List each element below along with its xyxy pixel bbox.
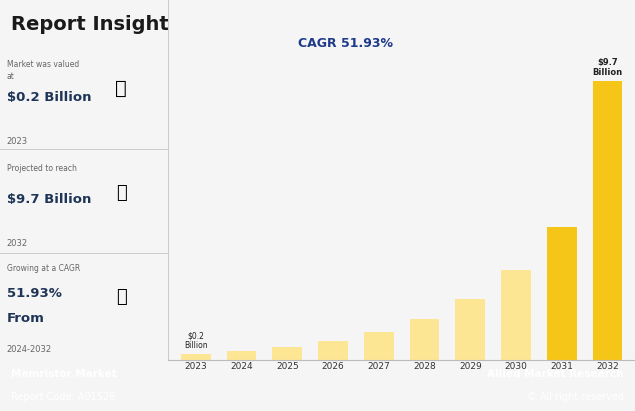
- Text: © All right reserved: © All right reserved: [526, 392, 624, 402]
- Text: 2023: 2023: [7, 137, 28, 146]
- Text: 💎: 💎: [116, 184, 126, 202]
- Text: Growing at a CAGR: Growing at a CAGR: [7, 264, 80, 273]
- Bar: [181, 354, 211, 360]
- Text: 51.93%: 51.93%: [7, 287, 62, 300]
- Bar: [410, 319, 439, 360]
- Text: Market was valued
at: Market was valued at: [7, 60, 79, 81]
- Bar: [592, 81, 622, 360]
- Text: $9.7
Billion: $9.7 Billion: [592, 58, 622, 77]
- Text: Memristor Market: Memristor Market: [11, 369, 117, 379]
- Bar: [272, 347, 302, 360]
- Bar: [227, 351, 257, 360]
- Bar: [364, 332, 394, 360]
- Text: Report Insights: Report Insights: [11, 15, 181, 34]
- Text: $0.2
Billion: $0.2 Billion: [184, 331, 208, 351]
- Text: 📈: 📈: [116, 288, 126, 306]
- Bar: [318, 341, 348, 360]
- Bar: [547, 227, 577, 360]
- Bar: [501, 270, 531, 360]
- Text: Allied Market Research: Allied Market Research: [487, 369, 624, 379]
- Text: 2032: 2032: [7, 239, 28, 248]
- Text: 🤲: 🤲: [116, 79, 127, 98]
- Text: CAGR 51.93%: CAGR 51.93%: [298, 37, 393, 50]
- Text: $9.7 Billion: $9.7 Billion: [7, 193, 91, 206]
- Text: $0.2 Billion: $0.2 Billion: [7, 91, 91, 104]
- Text: 2024-2032: 2024-2032: [7, 345, 52, 354]
- Text: Report Code: A01526: Report Code: A01526: [11, 392, 116, 402]
- Text: From: From: [7, 312, 44, 325]
- Text: Projected to reach: Projected to reach: [7, 164, 77, 173]
- Bar: [455, 299, 485, 360]
